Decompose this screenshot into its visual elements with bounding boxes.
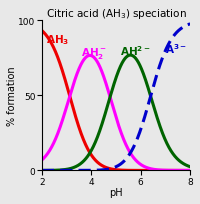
Title: Citric acid (AH$_3$) speciation: Citric acid (AH$_3$) speciation — [46, 7, 186, 21]
Text: $\mathbf{AH^{2-}}$: $\mathbf{AH^{2-}}$ — [120, 44, 150, 57]
Y-axis label: % formation: % formation — [7, 66, 17, 125]
Text: $\mathbf{A^{3-}}$: $\mathbf{A^{3-}}$ — [165, 42, 187, 56]
X-axis label: pH: pH — [109, 187, 123, 197]
Text: $\mathbf{AH_3}$: $\mathbf{AH_3}$ — [46, 33, 69, 47]
Text: $\mathbf{AH_2^-}$: $\mathbf{AH_2^-}$ — [81, 45, 107, 60]
